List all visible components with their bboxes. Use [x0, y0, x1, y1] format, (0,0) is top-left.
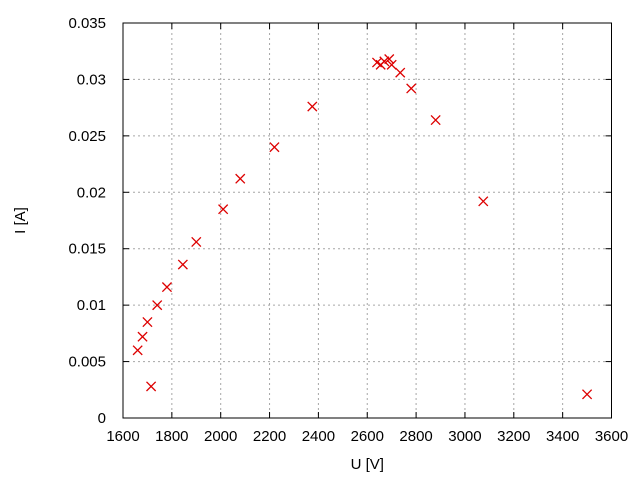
marker-stroke: [269, 142, 280, 153]
y-tick-label: 0.015: [68, 241, 106, 258]
y-tick-label: 0.035: [68, 15, 106, 32]
data-point-marker: [191, 236, 202, 248]
y-tick-label: 0.02: [77, 184, 106, 201]
data-point-marker: [395, 67, 406, 78]
x-tick-label: 1600: [106, 428, 139, 445]
marker-stroke: [177, 259, 188, 270]
y-tick-labels: 0 0.005 0.01 0.015 0.02 0.025 0.03 0.035: [68, 15, 106, 427]
x-tick-label: 2000: [204, 428, 237, 445]
plot-border: [122, 22, 612, 419]
marker-stroke: [191, 236, 202, 248]
x-tick-label: 3200: [497, 428, 530, 445]
marker-stroke: [142, 317, 153, 328]
marker-stroke: [146, 381, 157, 392]
data-point-marker: [132, 345, 143, 356]
data-point-marker: [152, 300, 163, 311]
marker-stroke: [235, 173, 246, 184]
data-point-marker: [406, 83, 417, 94]
marker-stroke: [430, 114, 441, 126]
x-tick-label: 3000: [448, 428, 481, 445]
y-axis-title: I [A]: [12, 207, 29, 234]
x-tick-label: 2200: [253, 428, 286, 445]
marker-stroke: [395, 67, 406, 78]
marker-stroke: [386, 59, 397, 70]
marker-stroke: [478, 196, 489, 207]
data-point-marker: [142, 317, 153, 328]
data-point-marker: [430, 114, 441, 126]
marker-stroke: [406, 83, 417, 94]
x-tick-label: 3400: [546, 428, 579, 445]
data-point-marker: [146, 381, 157, 392]
y-tick-label: 0.01: [77, 297, 106, 314]
y-tick-label: 0.025: [68, 128, 106, 145]
x-tick-label: 2400: [302, 428, 335, 445]
data-point-marker: [582, 389, 593, 400]
data-point-marker: [307, 101, 318, 112]
data-point-marker: [218, 204, 229, 215]
data-point-marker: [137, 331, 148, 342]
marker-stroke: [307, 101, 318, 112]
grid-layer: [123, 23, 612, 418]
data-point-marker: [177, 259, 188, 270]
y-tick-label: 0: [98, 410, 106, 427]
x-tick-label: 2600: [351, 428, 384, 445]
data-point-marker: [161, 282, 173, 293]
marker-stroke: [384, 54, 395, 65]
marker-stroke: [582, 389, 593, 400]
data-point-marker: [478, 196, 489, 207]
data-point-marker: [235, 173, 246, 184]
marker-stroke: [379, 56, 390, 67]
data-point-marker: [386, 59, 397, 70]
x-tick-label: 2800: [399, 428, 432, 445]
marker-stroke: [137, 331, 148, 342]
data-points-layer: [132, 54, 593, 400]
x-tick-labels: 1600 1800 2000 2200 2400 2600 2800 3000 3200 3400…: [106, 428, 628, 445]
data-point-marker: [269, 142, 280, 153]
marker-stroke: [132, 345, 143, 356]
y-tick-label: 0.03: [77, 71, 106, 88]
x-axis-title: U [V]: [351, 456, 384, 473]
y-tick-label: 0.005: [68, 354, 106, 371]
data-point-marker: [384, 54, 395, 65]
marker-stroke: [218, 204, 229, 215]
data-point-marker: [379, 56, 390, 67]
marker-stroke: [152, 300, 163, 311]
marker-stroke: [161, 282, 173, 293]
marker-stroke: [371, 57, 383, 68]
x-tick-label: 1800: [155, 428, 188, 445]
x-tick-label: 3600: [595, 428, 628, 445]
